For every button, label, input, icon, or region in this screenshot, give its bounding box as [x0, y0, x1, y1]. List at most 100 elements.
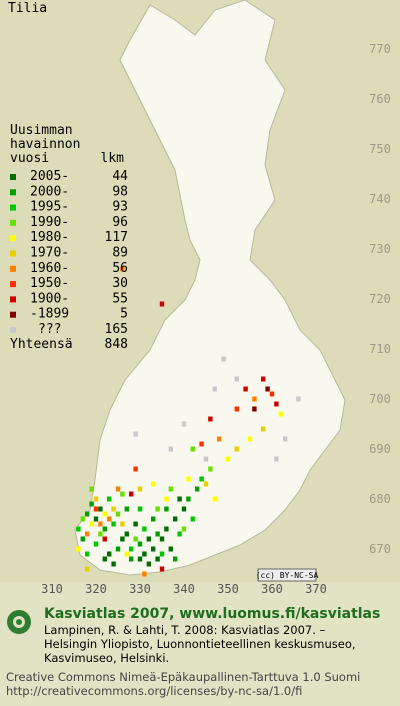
occurrence-cell: [107, 496, 112, 502]
y-tick-label: 680: [369, 492, 391, 506]
legend-count-header: lkm: [101, 151, 125, 166]
y-tick-label: 750: [369, 142, 391, 156]
occurrence-cell: [252, 406, 257, 412]
legend-count: 5: [120, 307, 128, 322]
occurrence-cell: [208, 416, 213, 422]
occurrence-cell: [142, 526, 147, 532]
occurrence-cell: [164, 526, 169, 532]
occurrence-cell: [283, 436, 288, 442]
occurrence-cell: [133, 536, 138, 542]
license-line: Creative Commons Nimeä-Epäkaupallinen-Ta…: [6, 670, 360, 684]
legend-swatch: [10, 311, 16, 318]
legend-label: 1995-: [30, 200, 69, 215]
legend-swatch: [10, 265, 16, 272]
occurrence-cell: [102, 526, 107, 532]
occurrence-cell: [168, 446, 173, 452]
occurrence-cell: [190, 516, 195, 522]
site: Kasviatlas 2007, www.luomus.fi/kasviatla…: [44, 606, 380, 622]
occurrence-cell: [137, 556, 143, 562]
citation-line: Lampinen, R. & Lahti, T. 2008: Kasviatla…: [44, 623, 326, 637]
finland-outline: [74, 0, 346, 576]
occurrence-cell: [89, 501, 94, 507]
occurrence-cell: [111, 506, 116, 512]
occurrence-cell: [151, 481, 156, 487]
occurrence-cell: [133, 521, 138, 527]
occurrence-cell: [181, 421, 187, 427]
occurrence-cell: [115, 546, 121, 552]
x-tick-label: 350: [217, 582, 239, 596]
legend-label: 1960-: [30, 261, 69, 276]
occurrence-cell: [199, 476, 204, 482]
occurrence-cell: [168, 486, 173, 492]
occurrence-cell: [133, 466, 138, 472]
occurrence-cell: [164, 496, 169, 502]
occurrence-cell: [186, 496, 191, 502]
legend-label: 1950-: [30, 276, 69, 291]
legend-label: 1990-: [30, 215, 69, 230]
occurrence-cell: [274, 456, 279, 462]
occurrence-cell: [221, 356, 226, 362]
legend-swatch: [10, 174, 16, 180]
occurrence-cell: [151, 516, 156, 522]
occurrence-cell: [155, 506, 160, 512]
occurrence-cell: [89, 486, 94, 492]
occurrence-cell: [129, 556, 134, 562]
occurrence-cell: [151, 546, 156, 552]
occurrence-cell: [173, 516, 178, 522]
occurrence-cell: [199, 441, 204, 447]
legend-total: 848: [105, 337, 128, 352]
occurrence-cell: [278, 411, 283, 417]
occurrence-cell: [186, 476, 191, 482]
y-tick-label: 740: [369, 192, 391, 206]
occurrence-cell: [261, 376, 266, 382]
occurrence-cell: [274, 401, 279, 407]
legend-swatch: [10, 296, 16, 303]
y-tick-label: 730: [369, 242, 391, 256]
cells: [76, 266, 301, 577]
occurrence-cell: [203, 456, 209, 462]
legend-label: ???: [38, 322, 61, 337]
legend-total-label: Yhteensä: [10, 337, 73, 352]
legend-label: 1980-: [30, 230, 69, 245]
legend-count: 30: [112, 276, 128, 291]
x-tick-label: 320: [85, 582, 107, 596]
legend-swatch: [10, 327, 16, 333]
occurrence-cell: [234, 446, 239, 452]
legend-swatch: [10, 250, 16, 257]
occurrence-cell: [115, 486, 121, 492]
logo: [7, 610, 31, 634]
occurrence-cell: [195, 486, 200, 492]
occurrence-cell: [146, 536, 151, 542]
occurrence-cell: [120, 536, 125, 542]
occurrence-cell: [208, 466, 213, 472]
x-tick-label: 330: [129, 582, 151, 596]
occurrence-cell: [247, 436, 253, 442]
occurrence-cell: [85, 551, 90, 557]
occurrence-cell: [120, 491, 125, 497]
occurrence-cell: [93, 541, 99, 547]
legend-count: 96: [112, 215, 128, 230]
legend-header: havainnon: [10, 137, 80, 152]
occurrence-cell: [107, 551, 112, 557]
occurrence-cell: [85, 511, 90, 517]
y-tick-label: 770: [369, 42, 391, 56]
x-tick-label: 360: [261, 582, 283, 596]
legend-label: 1900-: [30, 291, 69, 306]
y-tick-label: 760: [369, 92, 391, 106]
occurrence-cell: [124, 506, 129, 512]
occurrence-cell: [133, 431, 138, 437]
legend-swatch: [10, 235, 16, 242]
occurrence-cell: [234, 406, 239, 412]
legend-label: 2005-: [30, 169, 69, 184]
license-badge: (cc) BY-NC-SA: [256, 571, 319, 580]
legend-label: 1970-: [30, 246, 69, 261]
occurrence-cell: [124, 531, 129, 537]
x-tick-label: 310: [41, 582, 63, 596]
occurrence-cell: [93, 516, 99, 522]
occurrence-cell: [225, 456, 231, 462]
occurrence-cell: [93, 506, 99, 512]
occurrence-cell: [173, 556, 178, 562]
occurrence-cell: [120, 521, 125, 527]
x-tick-label: 370: [305, 582, 327, 596]
